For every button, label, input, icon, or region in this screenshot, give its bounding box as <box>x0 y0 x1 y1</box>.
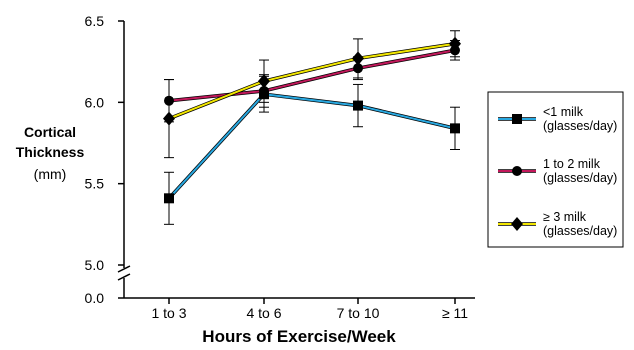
series-line <box>168 42 456 120</box>
y-tick-label: 5.5 <box>85 176 105 192</box>
marker-square-legend <box>512 114 522 124</box>
marker-diamond <box>258 74 270 89</box>
axis-break-mark-1 <box>117 265 131 273</box>
series-diamond <box>163 30 461 159</box>
y-tick-label: 6.0 <box>85 94 105 110</box>
marker-diamond <box>449 36 461 51</box>
marker-square <box>353 100 363 111</box>
legend-label: ≥ 3 milk <box>543 210 587 224</box>
y-tick-label: 6.5 <box>85 13 105 29</box>
marker-square <box>164 193 174 204</box>
series-circle <box>164 40 460 123</box>
marker-square <box>450 123 460 134</box>
x-tick-label: 4 to 6 <box>246 305 281 321</box>
y-tick-label: 5.0 <box>85 257 105 273</box>
marker-diamond <box>352 51 364 66</box>
series-line-outline <box>168 42 456 121</box>
y-ticks: 6.5 6.0 5.5 5.0 0.0 <box>85 13 124 306</box>
x-axis-label: Hours of Exercise/Week <box>202 327 396 346</box>
x-ticks: 1 to 3 4 to 6 7 to 10 ≥ 11 <box>151 298 468 321</box>
legend-label: <1 milk <box>543 105 584 119</box>
legend: <1 milk(glasses/day)1 to 2 milk(glasses/… <box>487 91 624 248</box>
legend-label: (glasses/day) <box>543 171 617 185</box>
series-layer <box>163 30 461 225</box>
legend-item: 1 to 2 milk(glasses/day) <box>498 157 617 185</box>
marker-diamond <box>163 111 175 126</box>
y-axis-label-line-2: Thickness <box>16 144 85 160</box>
axis-break-mark-2 <box>117 273 131 281</box>
legend-label: (glasses/day) <box>543 119 617 133</box>
marker-diamond-legend <box>511 217 523 231</box>
x-tick-label: ≥ 11 <box>442 305 468 321</box>
y-axis-label: Cortical Thickness (mm) <box>16 124 85 182</box>
y-tick-label: 0.0 <box>85 290 105 306</box>
y-axis-unit: (mm) <box>34 166 67 182</box>
series-line <box>168 93 456 199</box>
legend-item: <1 milk(glasses/day) <box>498 105 617 133</box>
legend-item: ≥ 3 milk(glasses/day) <box>498 210 617 238</box>
y-axis-label-line-1: Cortical <box>24 124 76 140</box>
x-tick-label: 1 to 3 <box>151 305 186 321</box>
x-tick-label: 7 to 10 <box>337 305 380 321</box>
marker-circle-legend <box>512 166 522 176</box>
series-line-outline <box>167 92 456 200</box>
legend-label: (glasses/day) <box>543 224 617 238</box>
legend-label: 1 to 2 milk <box>543 157 601 171</box>
series-line <box>168 49 456 102</box>
series-square <box>164 75 460 225</box>
axes <box>117 21 475 299</box>
